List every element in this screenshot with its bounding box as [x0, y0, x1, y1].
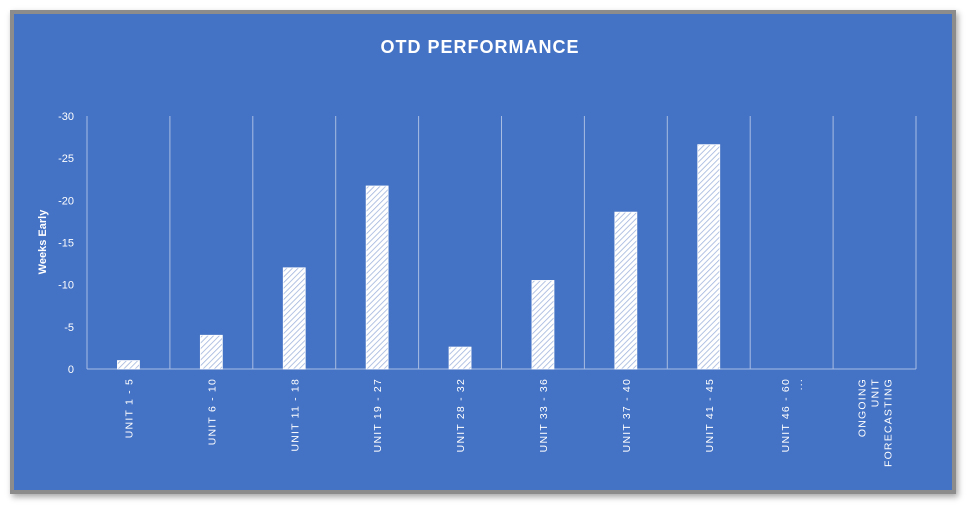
y-tick-label: 0	[68, 364, 74, 376]
x-tick-label: ONGOING	[857, 378, 869, 437]
x-tick-label-group: UNIT 6 - 10	[206, 378, 218, 445]
x-tick-label: UNIT	[870, 378, 882, 407]
y-tick-label: -5	[64, 322, 74, 334]
x-tick-label-group: ONGOING UNIT FORECASTING	[857, 378, 895, 467]
bar	[282, 267, 306, 370]
x-tick-label: UNIT 19 - 27	[372, 378, 384, 452]
bars	[117, 144, 721, 370]
chart-frame	[10, 10, 956, 494]
x-tick-label-group: UNIT 33 - 36	[538, 378, 550, 452]
y-tick-labels: 0 -5 -10 -15 -20 -25 -30	[58, 111, 74, 376]
bar	[697, 144, 721, 370]
bar	[117, 360, 140, 370]
bar	[448, 346, 472, 370]
x-tick-label-group: UNIT 37 - 40	[621, 378, 633, 452]
x-tick-label: UNIT 28 - 32	[455, 378, 467, 452]
y-tick-label: -10	[58, 280, 74, 292]
x-tick-labels: UNIT 1 - 5 UNIT 6 - 10 UNIT 11 - 18 UNIT 19…	[123, 378, 894, 467]
x-tick-label: UNIT 6 - 10	[206, 378, 218, 445]
x-tick-label: UNIT 41 - 45	[704, 378, 716, 452]
bar	[614, 211, 638, 370]
bar	[365, 185, 389, 370]
x-tick-label-group: UNIT 28 - 32	[455, 378, 467, 452]
x-tick-label: UNIT 33 - 36	[538, 378, 550, 452]
y-tick-label: -20	[58, 195, 74, 207]
x-tick-label-group: UNIT 41 - 45	[704, 378, 716, 452]
y-tick-label: -15	[58, 238, 74, 250]
x-tick-label: ...	[793, 378, 805, 390]
bar	[199, 334, 223, 370]
y-tick-label: -25	[58, 153, 74, 165]
x-tick-label-group: UNIT 11 - 18	[289, 378, 301, 452]
x-tick-label: UNIT 11 - 18	[289, 378, 301, 452]
y-tick-label: -30	[58, 111, 74, 123]
y-axis-label: Weeks Early	[37, 209, 49, 275]
x-tick-label: UNIT 1 - 5	[123, 378, 135, 438]
grid-lines	[86, 116, 917, 370]
bar	[531, 280, 555, 370]
x-tick-label: UNIT 37 - 40	[621, 378, 633, 452]
x-tick-label-group: UNIT 1 - 5	[123, 378, 135, 438]
x-tick-label-group: UNIT 46 - 60...	[780, 378, 805, 452]
x-tick-label: UNIT 46 - 60	[780, 378, 792, 452]
chart-title: OTD PERFORMANCE	[381, 37, 580, 57]
x-tick-label-group: UNIT 19 - 27	[372, 378, 384, 452]
x-tick-label: FORECASTING	[883, 378, 895, 467]
